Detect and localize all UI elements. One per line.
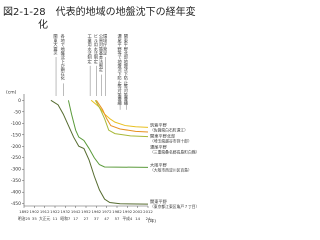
annotation: 関東大震災 (53, 34, 59, 56)
era-label: 明治25 (18, 216, 31, 221)
y-tick-label: -350 (11, 178, 21, 184)
era-label: 37 (94, 216, 99, 221)
y-tick-label: -400 (11, 190, 21, 196)
annotation: 公害対策基本法制定 (98, 34, 104, 73)
x-tick-label: 1992 (122, 209, 132, 214)
series-line (50, 99, 149, 205)
era-label: 17 (73, 216, 78, 221)
chart: 図2-1-28 代表的地域の地盤沈下の経年変化 (cm) (年) 0 -50 -10… (3, 5, 199, 225)
y-tick-label: 0 (18, 98, 21, 104)
legend-name: 筑紫平野 (150, 121, 168, 128)
y-tick-label: -50 (14, 109, 21, 115)
chart-title: 図2-1-28 代表的地域の地盤沈下の経年変化 (3, 5, 196, 31)
annotation: 濃尾平野等で地盤沈下防止等対策要綱 (117, 33, 123, 107)
annotation: 各地で地盤沈下が顕在化 (60, 33, 66, 82)
x-tick-label: 1892 (19, 209, 29, 214)
y-tick-label: -150 (11, 132, 21, 138)
annotation: 関東平野北部地盤沈下防止等対策要綱 (123, 34, 129, 107)
era-label: 14 (135, 216, 140, 221)
era-label: 昭和7 (60, 216, 71, 221)
legend-name: 大阪平野 (150, 161, 168, 168)
legend-location: （埼玉県越谷市弥十郎） (150, 138, 192, 143)
series-line (95, 100, 149, 133)
x-tick-label: 1932 (60, 209, 70, 214)
series-line (67, 100, 149, 168)
x-tick-label: 1952 (81, 209, 91, 214)
era-label: 35 (32, 216, 37, 221)
era-label: 大正元 (39, 216, 51, 221)
y-tick-label: -100 (11, 121, 21, 127)
x-tick-label: 1962 (91, 209, 101, 214)
legend-location: （大阪市西淀川区百島） (150, 167, 192, 172)
y-unit: (cm) (6, 90, 17, 96)
legend-location: （佐賀県白石町遠江） (150, 127, 188, 132)
annotation: 工業用水法制定 (87, 34, 93, 65)
annotation: ビル用水法制定 (93, 33, 99, 65)
y-tick-label: -300 (11, 167, 21, 173)
era-label: 11 (53, 216, 58, 221)
y-tick-label: -250 (11, 155, 21, 161)
x-tick-label: 2012 (143, 209, 153, 214)
legend-name: 濃尾平野 (150, 143, 168, 150)
y-tick-label: -200 (11, 144, 21, 150)
x-tick-label: 1902 (29, 209, 39, 214)
y-tick-label: -450 (11, 201, 21, 207)
x-tick-label: 1942 (71, 209, 81, 214)
x-tick-label: 1982 (112, 209, 122, 214)
era-label: 47 (104, 216, 109, 221)
x-unit: (年) (148, 218, 156, 225)
legend-location: （三重県桑名郡長島町白鶏） (150, 149, 199, 154)
series-line (94, 100, 149, 138)
x-tick-label: 1912 (40, 209, 50, 214)
era-label: 24 (146, 216, 151, 221)
legend-name: 関東平野 (150, 198, 168, 205)
x-tick-label: 1972 (102, 209, 112, 214)
era-label: 平成4 (122, 216, 133, 221)
era-label: 57 (115, 216, 120, 221)
annotation: 環境庁発足 (102, 34, 108, 57)
legend-location: （東京都江東区亀戸７丁目） (150, 204, 199, 209)
x-tick-label: 1922 (50, 209, 60, 214)
x-tick-label: 2002 (133, 209, 143, 214)
legend-name: 関東平野北部 (150, 132, 175, 139)
era-label: 27 (84, 216, 89, 221)
